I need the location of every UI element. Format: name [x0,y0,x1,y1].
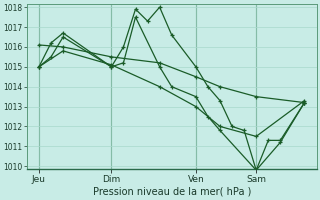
X-axis label: Pression niveau de la mer( hPa ): Pression niveau de la mer( hPa ) [92,187,251,197]
